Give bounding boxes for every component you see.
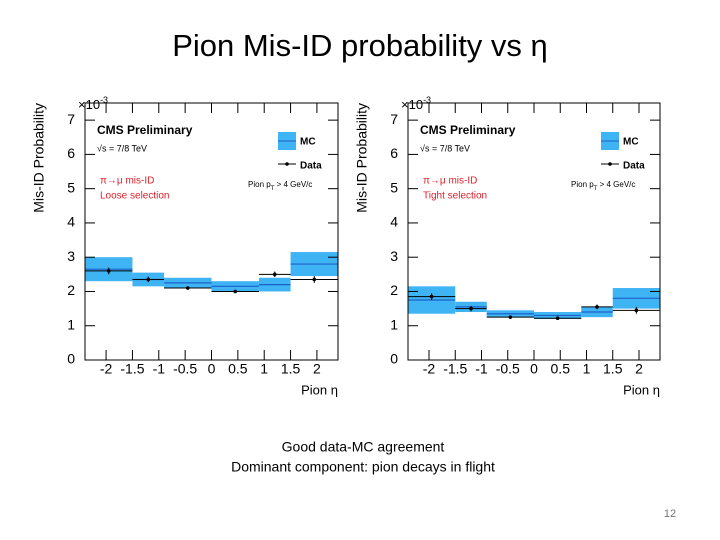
y-tick-label: 1 bbox=[390, 316, 398, 332]
legend-marker bbox=[608, 162, 612, 166]
x-tick-label: 1.5 bbox=[603, 361, 623, 377]
x-tick-label: 1 bbox=[583, 361, 591, 377]
y-tick-label: 5 bbox=[390, 179, 398, 195]
annotation: π→μ mis-ID bbox=[100, 176, 154, 187]
y-tick-label: 0 bbox=[67, 351, 75, 367]
x-tick-label: 1.5 bbox=[281, 361, 301, 377]
data-point bbox=[233, 289, 238, 294]
page-number: 12 bbox=[664, 508, 676, 520]
cut-sub: T bbox=[594, 186, 598, 192]
annotation: Loose selection bbox=[100, 191, 170, 202]
y-tick-label: 2 bbox=[67, 282, 75, 298]
y-tick-label: 7 bbox=[390, 111, 398, 127]
y-multiplier: ×10-3 bbox=[78, 95, 108, 112]
y-tick-label: 5 bbox=[67, 179, 75, 195]
data-point bbox=[429, 294, 434, 299]
cut-part: Pion p bbox=[248, 180, 271, 189]
x-tick-label: -0.5 bbox=[496, 361, 520, 377]
cut-label: Pion pT > 4 GeV/c bbox=[248, 180, 312, 191]
note: Dominant component: pion decays in fligh… bbox=[231, 459, 495, 475]
data-point bbox=[469, 306, 473, 311]
y-tick-label: 4 bbox=[390, 214, 398, 230]
data-point bbox=[106, 269, 111, 273]
x-tick-label: -1 bbox=[475, 361, 488, 377]
y-axis-label: Mis-ID Probability bbox=[31, 103, 47, 213]
multiplier-base: ×10 bbox=[401, 97, 423, 112]
annotation: π→μ mis-ID bbox=[423, 176, 477, 187]
data-point bbox=[595, 305, 599, 309]
x-tick-label: -2 bbox=[423, 361, 436, 377]
y-tick-label: 3 bbox=[390, 248, 398, 264]
legend-label: MC bbox=[300, 137, 316, 148]
y-tick-label: 6 bbox=[67, 145, 75, 161]
x-tick-label: -0.5 bbox=[173, 361, 197, 377]
data-point bbox=[634, 308, 639, 313]
y-tick-label: 3 bbox=[67, 248, 75, 264]
data-point bbox=[272, 272, 277, 277]
y-tick-label: 0 bbox=[390, 351, 398, 367]
x-tick-label: 2 bbox=[635, 361, 643, 377]
x-tick-label: 0 bbox=[208, 361, 216, 377]
x-tick-label: 0.5 bbox=[551, 361, 571, 377]
x-tick-label: -1.5 bbox=[443, 361, 467, 377]
cut-part: Pion p bbox=[571, 180, 594, 189]
legend-marker bbox=[285, 162, 289, 166]
energy: √s = 7/8 TeV bbox=[420, 143, 470, 153]
x-tick-label: -2 bbox=[100, 361, 113, 377]
y-tick-label: 6 bbox=[390, 145, 398, 161]
x-axis-label: Pion η bbox=[623, 382, 660, 397]
cut-part: > 4 GeV/c bbox=[597, 180, 635, 189]
multiplier-exp: -3 bbox=[100, 95, 108, 105]
note: Good data-MC agreement bbox=[282, 439, 445, 455]
data-point bbox=[312, 277, 317, 282]
y-tick-label: 2 bbox=[390, 282, 398, 298]
x-tick-label: 1 bbox=[260, 361, 268, 377]
x-tick-label: -1 bbox=[153, 361, 166, 377]
x-tick-label: 0.5 bbox=[228, 361, 248, 377]
x-tick-label: -1.5 bbox=[120, 361, 144, 377]
y-tick-label: 4 bbox=[67, 214, 75, 230]
data-point bbox=[185, 286, 190, 290]
legend-label: Data bbox=[300, 161, 322, 172]
multiplier-base: ×10 bbox=[78, 97, 100, 112]
cut-part: > 4 GeV/c bbox=[274, 180, 312, 189]
y-multiplier: ×10-3 bbox=[401, 95, 431, 112]
data-point bbox=[508, 315, 513, 319]
x-tick-label: 2 bbox=[313, 361, 321, 377]
y-axis-label: Mis-ID Probability bbox=[354, 103, 370, 213]
slide-title: Pion Mis-ID probability vs η bbox=[172, 28, 548, 63]
legend-label: Data bbox=[623, 161, 645, 172]
y-tick-label: 7 bbox=[67, 111, 75, 127]
x-axis-label: Pion η bbox=[301, 382, 338, 397]
data-point bbox=[555, 316, 560, 320]
multiplier-exp: -3 bbox=[423, 95, 431, 105]
y-tick-label: 1 bbox=[67, 316, 75, 332]
data-point bbox=[146, 277, 151, 282]
experiment: CMS Preliminary bbox=[97, 123, 193, 137]
annotation: Tight selection bbox=[423, 191, 487, 202]
cut-label: Pion pT > 4 GeV/c bbox=[571, 180, 635, 191]
cut-sub: T bbox=[271, 186, 275, 192]
experiment: CMS Preliminary bbox=[420, 123, 516, 137]
x-tick-label: 0 bbox=[530, 361, 538, 377]
energy: √s = 7/8 TeV bbox=[97, 143, 147, 153]
legend-label: MC bbox=[623, 137, 639, 148]
